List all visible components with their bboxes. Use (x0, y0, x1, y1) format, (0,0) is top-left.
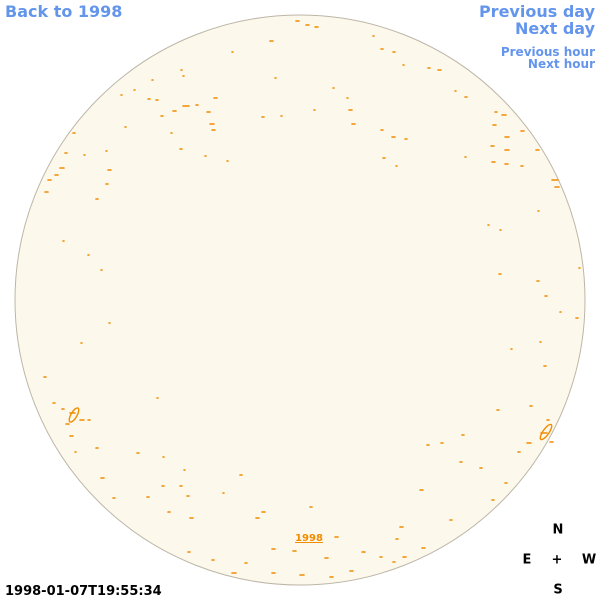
next-hour-link[interactable]: Next hour (528, 57, 595, 71)
compass-west: W (582, 553, 596, 568)
compass-east: E (523, 553, 532, 568)
timestamp: 1998-01-07T19:55:34 (5, 584, 162, 599)
compass-south: S (553, 583, 562, 598)
previous-day-link[interactable]: Previous day (479, 2, 596, 21)
previous-hour-link[interactable]: Previous hour (501, 45, 595, 59)
solar-feature (68, 407, 80, 423)
solar-disk (14, 14, 586, 586)
solar-feature (539, 423, 553, 441)
solar-features (43, 20, 581, 578)
compass-north: N (553, 523, 564, 538)
compass-center: + (552, 553, 563, 568)
next-day-link[interactable]: Next day (515, 19, 596, 38)
year-label[interactable]: 1998 (295, 533, 323, 544)
back-link[interactable]: Back to 1998 (5, 2, 122, 21)
